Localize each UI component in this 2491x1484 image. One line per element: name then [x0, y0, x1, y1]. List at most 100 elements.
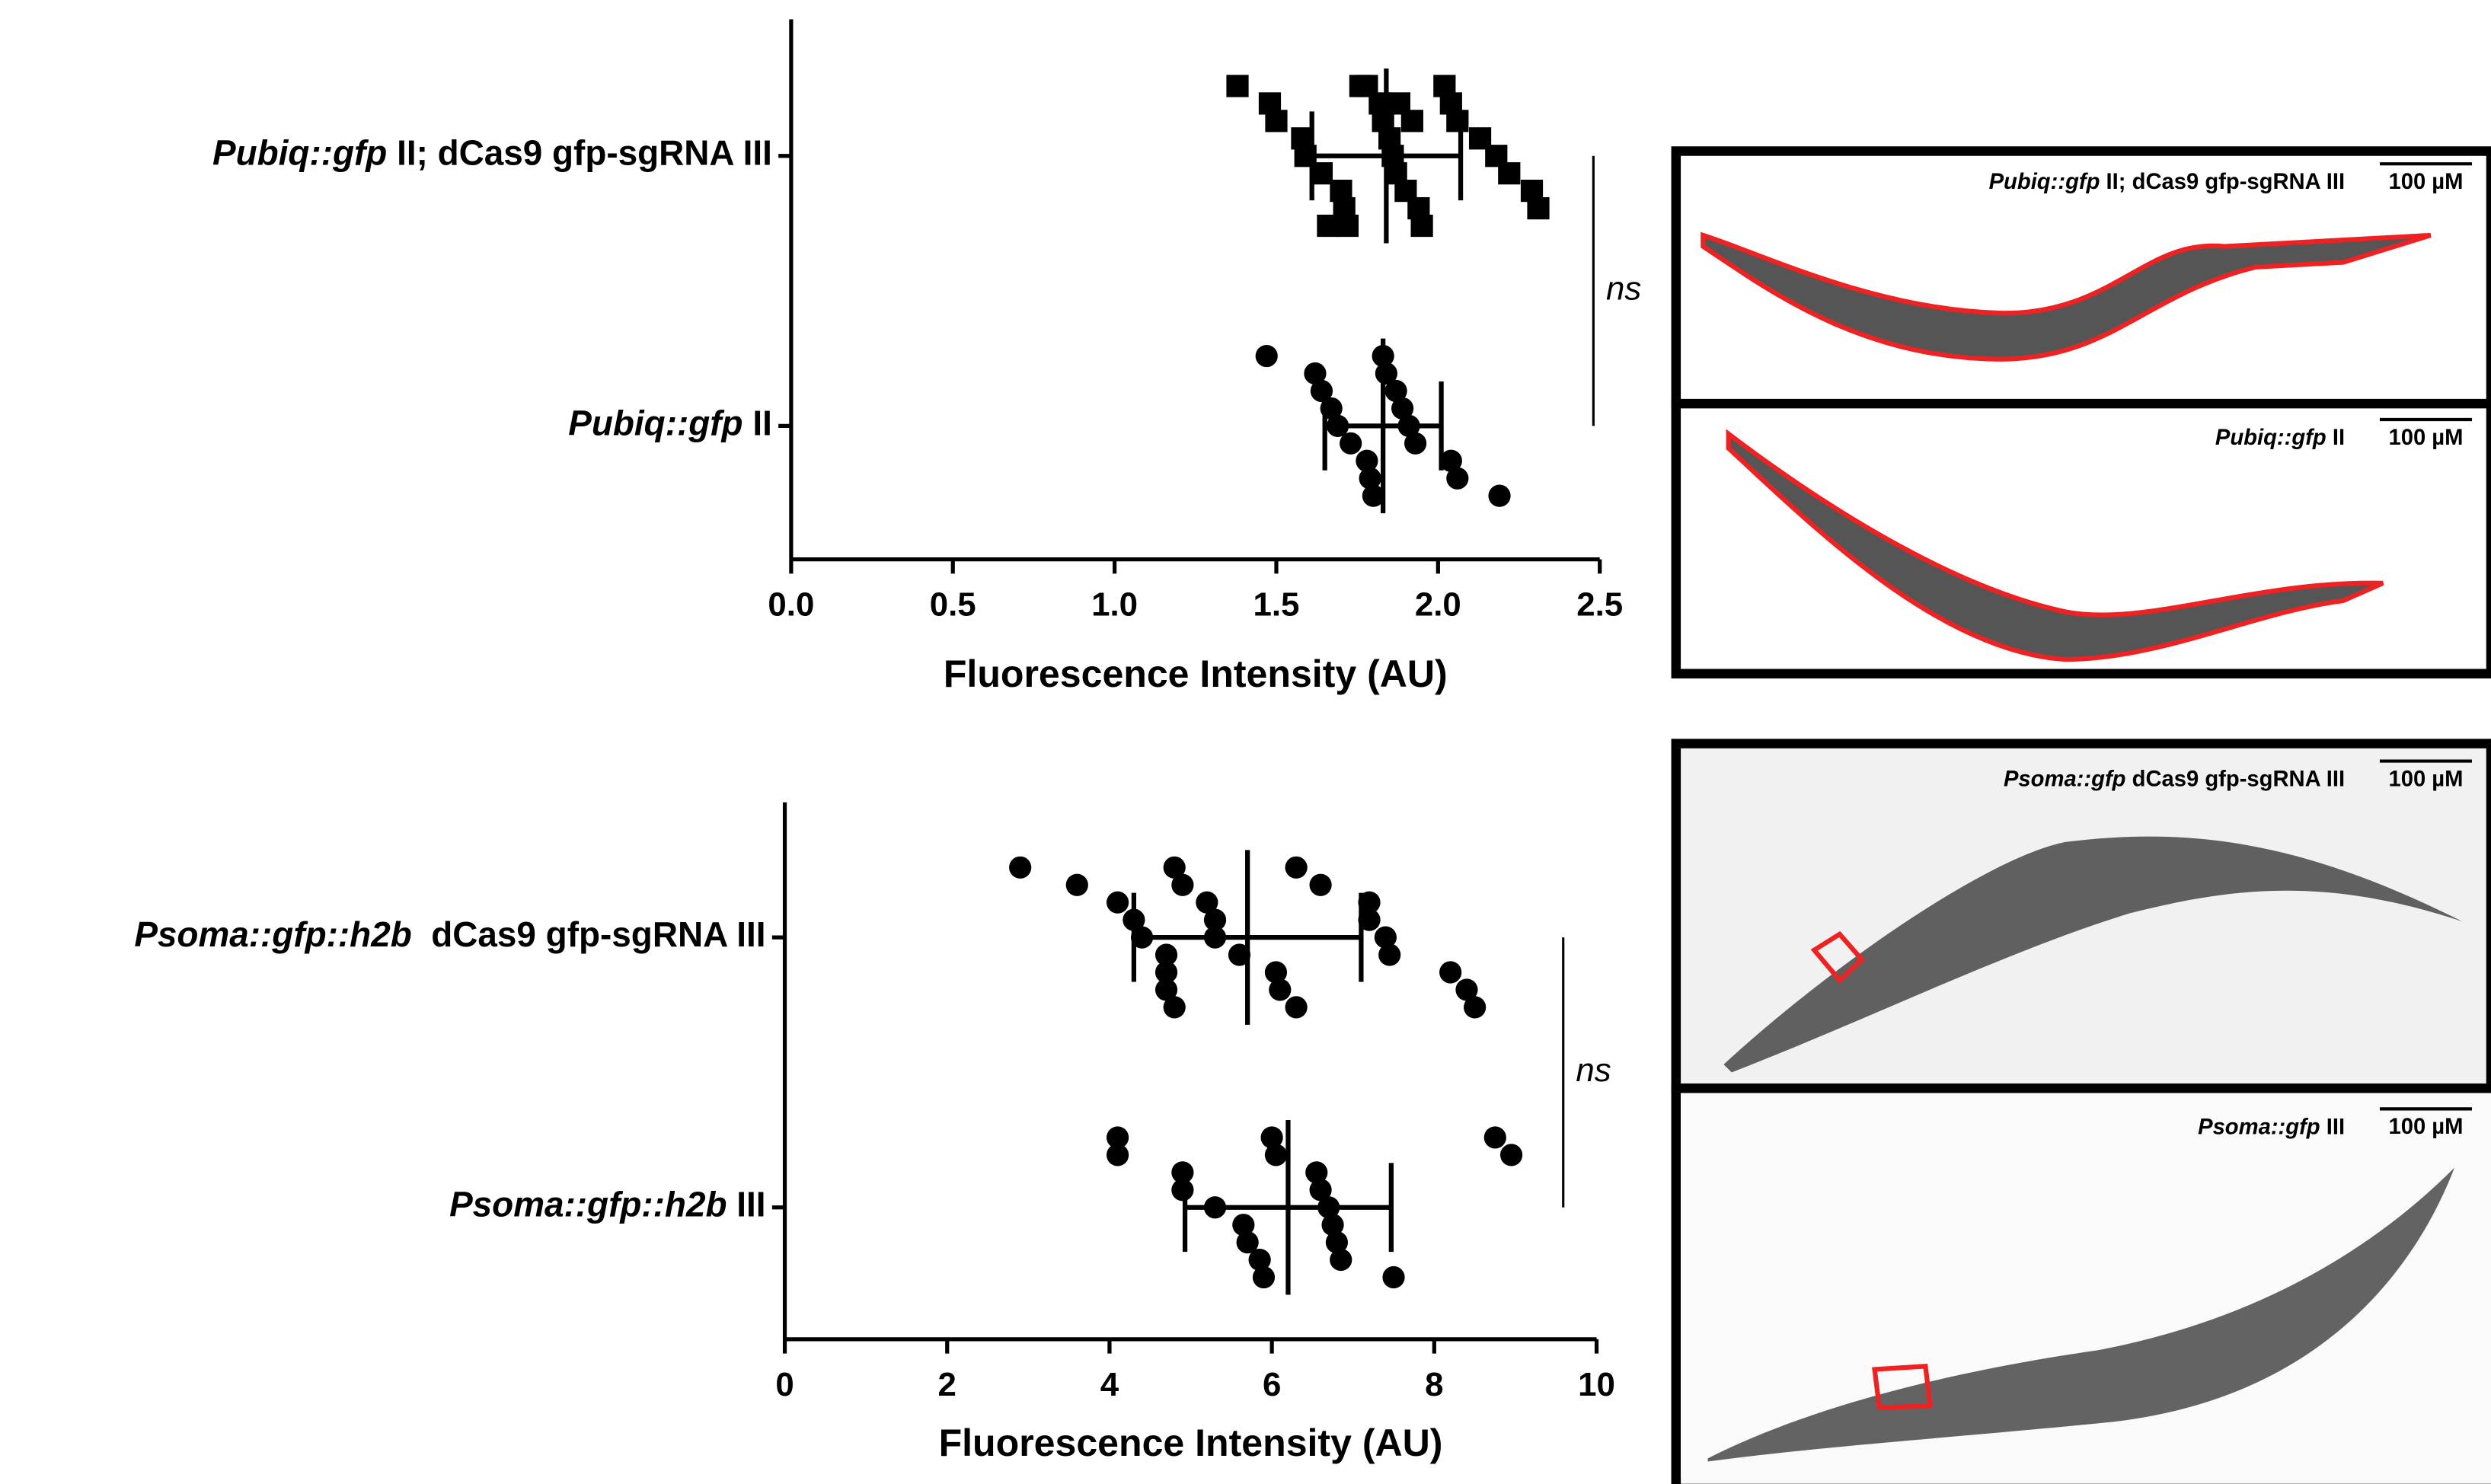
x-tick-label: 1.0 [1091, 586, 1138, 624]
scale-label: 100 µM [2388, 426, 2463, 450]
x-tick-label: 10 [1578, 1366, 1615, 1403]
panel-b [1671, 739, 2491, 1484]
x-tick-label: 2 [938, 1366, 956, 1403]
data-point [1305, 1161, 1328, 1184]
panel-label: Pubiq::gfp II [2215, 426, 2345, 450]
data-point [1439, 961, 1462, 984]
data-point [1106, 1144, 1129, 1166]
significance-label: ns [1606, 270, 1641, 308]
data-point [1374, 926, 1397, 949]
data-point [1285, 996, 1308, 1019]
panel-label: Pubiq::gfp II; dCas9 gfp-sgRNA III [1989, 170, 2346, 194]
data-point [1264, 1144, 1288, 1166]
panel-a [1671, 146, 2491, 679]
data-point [1455, 978, 1478, 1001]
data-point [1330, 1248, 1352, 1272]
x-axis-title: Fluorescence Intensity (AU) [939, 1422, 1443, 1464]
category-label: Pubiq::gfp II; dCas9 gfp-sgRNA III [212, 133, 772, 173]
data-point [1255, 344, 1278, 368]
label-italic: Psoma::gfp [2198, 1115, 2320, 1139]
data-point [1384, 379, 1407, 403]
label-plain: III [2320, 1115, 2345, 1139]
data-point [1228, 943, 1251, 966]
x-tick-label: 0.0 [768, 586, 814, 624]
x-tick-label: 8 [1425, 1366, 1443, 1403]
x-axis-title: Fluorescence Intensity (AU) [944, 653, 1448, 695]
category-label: Psoma::gfp::h2b dCas9 gfp-sgRNA III [134, 914, 765, 954]
data-point [1309, 873, 1332, 896]
label-plain: II; dCas9 gfp-sgRNA III [387, 133, 772, 173]
data-point [1325, 1231, 1349, 1254]
label-plain: III [727, 1185, 766, 1224]
x-tick-label: 0.5 [930, 586, 976, 624]
data-point [1336, 214, 1359, 238]
data-point [1260, 1126, 1283, 1149]
scale-label: 100 µM [2388, 1115, 2463, 1139]
label-plain: dCas9 gfp-sgRNA III [2126, 767, 2346, 791]
label-italic: Pubiq::gfp [568, 403, 743, 442]
data-point [1171, 873, 1194, 896]
label-italic: Psoma::gfp::h2b [449, 1185, 727, 1224]
x-tick-label: 2.0 [1415, 586, 1461, 624]
significance-label: ns [1576, 1052, 1611, 1089]
data-point [1304, 362, 1327, 385]
data-point [1527, 196, 1550, 220]
data-point [1154, 978, 1178, 1001]
category-label: Pubiq::gfp II [568, 403, 772, 442]
data-point [1009, 856, 1032, 879]
data-point [1196, 891, 1218, 914]
data-point [1252, 1265, 1276, 1289]
data-point [1464, 996, 1487, 1019]
x-tick-label: 6 [1263, 1366, 1281, 1403]
data-point [1382, 1265, 1405, 1289]
data-point [1446, 467, 1469, 490]
scale-label: 100 µM [2388, 767, 2463, 791]
data-point [1483, 1126, 1506, 1149]
label-plain: dCas9 gfp-sgRNA III [412, 914, 766, 954]
data-point [1317, 214, 1340, 238]
label-italic: Psoma::gfp [2004, 767, 2126, 791]
label-italic: Pubiq::gfp [2215, 426, 2327, 450]
label-plain: II; dCas9 gfp-sgRNA III [2100, 170, 2345, 194]
x-tick-label: 1.5 [1253, 586, 1300, 624]
data-point [1446, 110, 1469, 132]
panel-label: Psoma::gfp III [2198, 1115, 2345, 1139]
data-point [1269, 978, 1292, 1001]
data-point [1236, 1231, 1259, 1254]
data-point [1171, 1161, 1194, 1184]
label-plain: II [2327, 426, 2345, 450]
label-italic: Pubiq::gfp [1989, 170, 2100, 194]
data-point [1358, 891, 1381, 914]
data-point [1359, 467, 1381, 490]
data-point [1404, 432, 1427, 455]
category-label: Psoma::gfp::h2b III [449, 1185, 765, 1224]
data-point [1498, 162, 1521, 185]
data-point [1309, 1179, 1332, 1202]
data-point [1349, 75, 1372, 97]
label-plain: II [743, 403, 772, 442]
data-point [1106, 891, 1129, 914]
data-point [1488, 484, 1511, 507]
data-point [1154, 943, 1178, 966]
scale-label: 100 µM [2388, 170, 2463, 194]
x-tick-label: 4 [1100, 1366, 1119, 1403]
data-point [1358, 908, 1381, 931]
x-tick-label: 0 [775, 1366, 794, 1403]
data-point [1400, 110, 1423, 132]
data-point [1171, 1179, 1194, 1202]
panel-label: Psoma::gfp dCas9 gfp-sgRNA III [2004, 767, 2345, 791]
x-tick-label: 2.5 [1576, 586, 1623, 624]
data-point [1154, 961, 1178, 984]
data-point [1285, 856, 1308, 879]
data-point [1232, 1214, 1255, 1237]
data-point [1163, 856, 1186, 879]
data-point [1362, 484, 1384, 507]
data-point [1321, 1214, 1344, 1237]
label-italic: Psoma::gfp::h2b [134, 914, 411, 954]
data-point [1439, 449, 1462, 472]
data-point [1356, 449, 1378, 472]
data-point [1499, 1144, 1523, 1166]
data-point [1391, 397, 1414, 420]
data-point [1265, 110, 1288, 132]
